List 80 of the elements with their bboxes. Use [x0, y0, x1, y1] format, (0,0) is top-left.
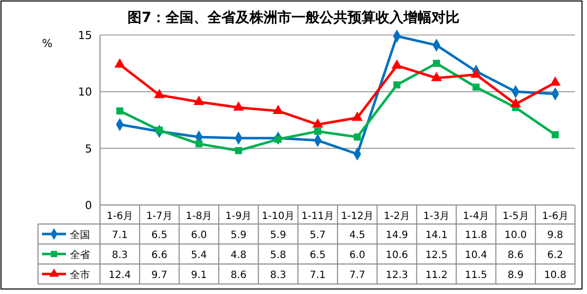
legend-label: 全国	[70, 229, 90, 241]
x-tick-label: 1-7月	[146, 211, 173, 222]
data-label: 11.8	[464, 230, 488, 241]
y-tick-label: 0	[85, 199, 92, 212]
point	[156, 126, 163, 134]
data-label: 14.1	[425, 230, 448, 241]
data-label: 7.1	[112, 230, 128, 241]
data-label: 5.9	[270, 230, 286, 241]
point	[352, 112, 363, 121]
data-label: 8.9	[508, 270, 524, 281]
data-label: 11.5	[464, 270, 488, 281]
x-tick-label: 1-2月	[384, 211, 410, 222]
point	[472, 84, 480, 91]
data-label: 14.9	[386, 230, 408, 241]
point	[432, 60, 440, 67]
point	[272, 104, 284, 114]
x-tick-label: 1-10月	[262, 211, 294, 222]
data-label: 6.2	[547, 250, 564, 261]
data-label: 6.0	[349, 250, 366, 261]
data-label: 4.5	[349, 230, 366, 241]
data-label: 9.8	[547, 230, 564, 241]
data-label: 5.8	[270, 250, 286, 261]
data-label: 9.7	[151, 270, 168, 281]
data-label: 10.6	[386, 250, 408, 261]
point	[312, 118, 324, 128]
point	[233, 101, 244, 111]
data-label: 7.7	[349, 270, 366, 281]
point	[154, 88, 165, 98]
data-label: 5.9	[230, 230, 246, 241]
legend-label: 全市	[70, 269, 90, 281]
point	[552, 131, 559, 138]
data-label: 12.5	[425, 250, 448, 261]
data-label: 4.8	[230, 250, 246, 261]
data-label: 6.0	[191, 230, 207, 241]
point	[431, 72, 442, 82]
data-label: 8.3	[112, 250, 128, 261]
data-label: 6.6	[151, 250, 168, 261]
x-tick-label: 1-12月	[340, 211, 374, 222]
x-tick-label: 1-6月	[106, 211, 133, 222]
data-label: 8.3	[270, 270, 286, 281]
y-axis-title: %	[42, 37, 52, 50]
point	[194, 96, 204, 105]
data-label: 10.0	[504, 230, 527, 241]
x-tick-label: 1-4月	[462, 211, 490, 222]
point	[116, 107, 124, 114]
x-tick-label: 1-6月	[542, 211, 568, 222]
x-tick-label: 1-9月	[225, 211, 252, 222]
point	[314, 128, 322, 135]
point	[393, 81, 400, 88]
x-tick-label: 1-3月	[423, 211, 450, 222]
data-label: 11.2	[425, 270, 448, 281]
data-label: 8.6	[508, 250, 524, 261]
data-label: 12.4	[108, 270, 131, 281]
data-label: 8.6	[230, 270, 246, 281]
point	[510, 98, 521, 108]
chart-title: 图7：全国、全省及株洲市一般公共预算收入增幅对比	[128, 9, 460, 26]
data-label: 5.7	[310, 230, 326, 241]
x-tick-label: 1-8月	[186, 211, 212, 222]
x-tick-label: 1-11月	[301, 211, 334, 222]
point	[195, 140, 202, 148]
point	[354, 133, 361, 141]
point	[392, 59, 402, 69]
point	[470, 68, 482, 78]
data-label: 10.8	[544, 270, 566, 281]
y-tick-label: 5	[85, 142, 92, 156]
y-tick-label: 10	[78, 86, 92, 99]
point	[235, 147, 242, 154]
data-label: 9.1	[191, 270, 207, 281]
data-label: 6.5	[151, 230, 168, 241]
point	[274, 136, 282, 143]
x-tick-label: 1-5月	[502, 211, 529, 222]
point	[550, 76, 561, 86]
point	[114, 58, 126, 68]
legend-label: 全省	[70, 249, 90, 261]
y-tick-label: 15	[78, 29, 92, 42]
data-label: 10.4	[464, 250, 488, 261]
data-label: 5.4	[191, 250, 207, 261]
data-label: 12.3	[386, 270, 408, 281]
data-label: 6.5	[310, 250, 326, 261]
data-label: 7.1	[310, 270, 326, 281]
